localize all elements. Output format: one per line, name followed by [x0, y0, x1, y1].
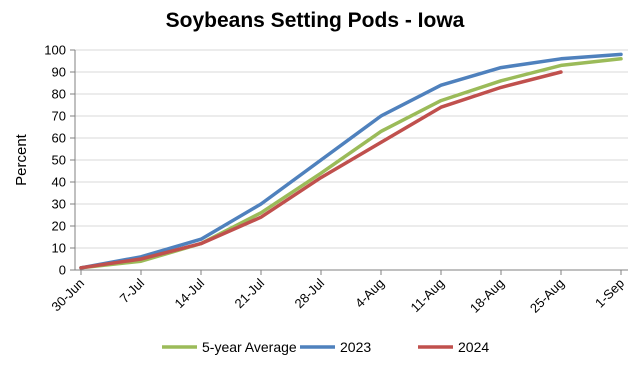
legend: 5-year Average 2023 2024 [162, 339, 489, 355]
x-tick-label: 28-Jul [291, 275, 327, 311]
y-axis-ticks: 0 10 20 30 40 50 60 70 80 90 100 [44, 43, 66, 278]
y-tick-label: 10 [52, 241, 66, 256]
series-line [79, 57, 623, 270]
x-tick-label: 25-Aug [527, 276, 567, 316]
y-tick-label: 40 [52, 175, 66, 190]
y-tick-label: 100 [44, 43, 66, 58]
x-tick-label: 4-Aug [352, 276, 387, 311]
x-tick-label: 21-Jul [231, 275, 267, 311]
y-tick-label: 70 [52, 109, 66, 124]
y-tick-label: 20 [52, 219, 66, 234]
y-tick-label: 80 [52, 87, 66, 102]
series-lines [79, 52, 623, 270]
x-tick-label: 18-Aug [467, 276, 507, 316]
x-tick-label: 1-Sep [592, 276, 627, 311]
chart-title: Soybeans Setting Pods - Iowa [166, 9, 465, 32]
y-tick-label: 60 [52, 131, 66, 146]
x-tick-label: 11-Aug [408, 276, 448, 316]
y-tick-label: 30 [52, 197, 66, 212]
y-axis-label: Percent [13, 133, 30, 186]
y-tick-label: 50 [52, 153, 66, 168]
y-tick-label: 90 [52, 65, 66, 80]
x-tick-label: 30-Jun [48, 276, 87, 315]
x-axis-ticks: 30-Jun 7-Jul 14-Jul 21-Jul 28-Jul 4-Aug 11-Aug… [48, 275, 627, 315]
series-line [79, 52, 623, 270]
legend-label: 5-year Average [202, 339, 297, 355]
legend-label: 2023 [340, 339, 371, 355]
y-tick-label: 0 [59, 263, 66, 278]
x-tick-label: 7-Jul [117, 275, 148, 306]
x-tick-label: 14-Jul [171, 275, 207, 311]
series-line [79, 70, 563, 270]
legend-label: 2024 [458, 339, 489, 355]
